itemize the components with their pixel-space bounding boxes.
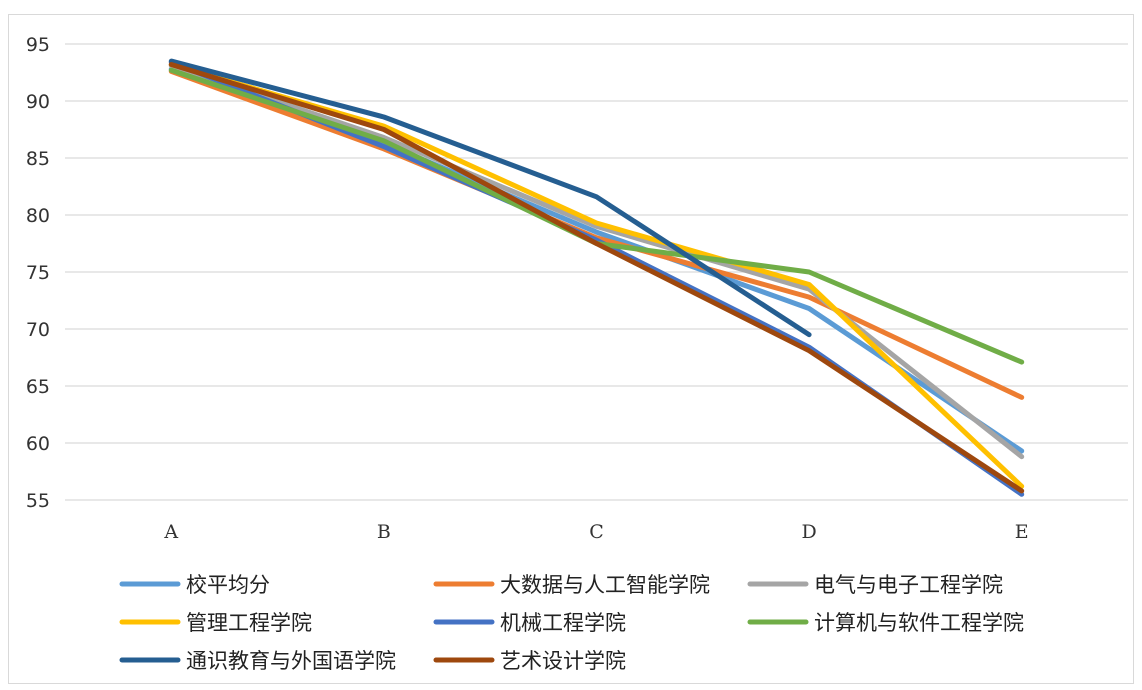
x-tick-label: A — [163, 521, 178, 543]
legend-item: 电气与电子工程学院 — [747, 573, 1003, 597]
x-tick-label: E — [1015, 521, 1029, 543]
legend-label: 通识教育与外国语学院 — [186, 649, 396, 673]
y-tick-label: 90 — [26, 91, 50, 113]
legend-label: 大数据与人工智能学院 — [500, 573, 710, 597]
y-axis-ticks: 95 90 85 80 75 70 65 60 55 — [26, 34, 50, 512]
series-line — [168, 62, 1025, 494]
legend-label: 管理工程学院 — [186, 611, 312, 635]
series-line — [168, 67, 1025, 365]
legend-item: 机械工程学院 — [433, 611, 626, 635]
legend-label: 艺术设计学院 — [500, 649, 626, 673]
x-tick-label: C — [589, 521, 604, 543]
series-line — [168, 66, 1025, 454]
legend-item: 校平均分 — [119, 573, 270, 597]
y-tick-label: 85 — [26, 148, 50, 170]
gridlines — [65, 43, 1128, 501]
legend-label: 电气与电子工程学院 — [814, 573, 1003, 597]
chart-frame — [8, 14, 1134, 684]
legend-item: 艺术设计学院 — [433, 649, 626, 673]
x-tick-label: D — [801, 521, 816, 543]
series-line — [168, 62, 1025, 489]
y-tick-label: 55 — [26, 490, 50, 512]
y-tick-label: 70 — [26, 319, 50, 341]
series-lines — [168, 58, 1025, 497]
y-tick-label: 75 — [26, 262, 50, 284]
legend-label: 机械工程学院 — [500, 611, 626, 635]
series-line — [168, 58, 812, 338]
x-tick-label: B — [377, 521, 391, 543]
legend-label: 校平均分 — [186, 573, 270, 597]
y-tick-label: 60 — [26, 433, 50, 455]
series-line — [168, 59, 1025, 497]
legend-item: 计算机与软件工程学院 — [747, 611, 1024, 635]
series-line — [168, 63, 1025, 460]
legend-item: 管理工程学院 — [119, 611, 312, 635]
y-tick-label: 65 — [26, 376, 50, 398]
y-tick-label: 80 — [26, 205, 50, 227]
legend-item: 大数据与人工智能学院 — [433, 573, 710, 597]
legend-label: 计算机与软件工程学院 — [814, 611, 1024, 635]
x-axis-ticks: A B C D E — [163, 521, 1028, 543]
y-tick-label: 95 — [26, 34, 50, 56]
legend-item: 通识教育与外国语学院 — [119, 649, 396, 673]
